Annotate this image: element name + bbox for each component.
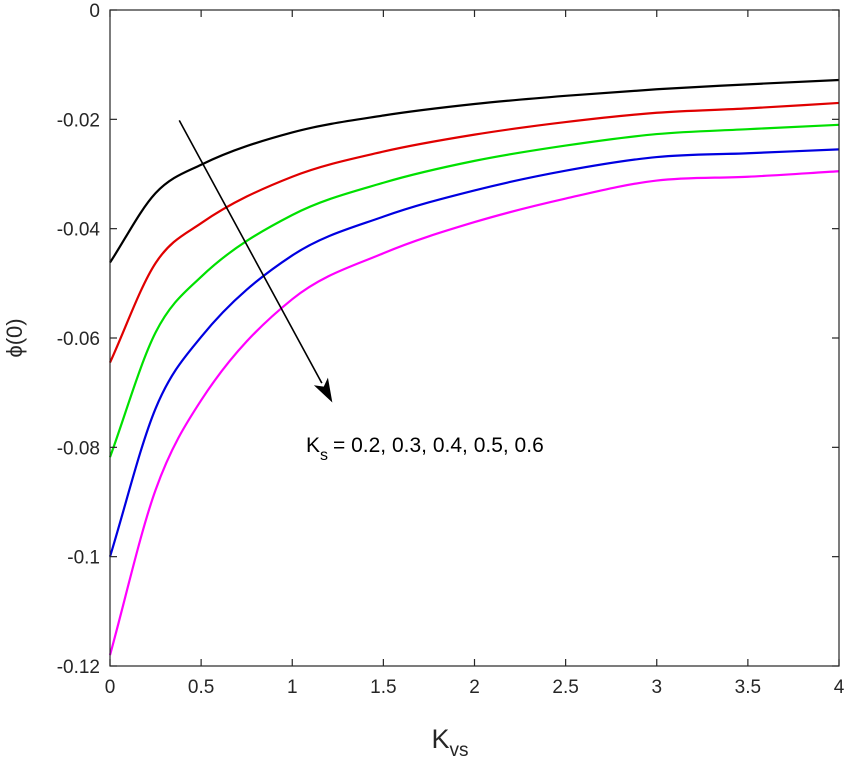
series-layer: [108, 78, 840, 656]
x-tick-label-5: 2.5: [552, 677, 578, 698]
x-tick-label-4: 2: [469, 677, 480, 698]
x-tick-label-7: 3.5: [735, 677, 761, 698]
y-tick-label-3: -0.06: [57, 329, 100, 350]
series-line-5: [108, 170, 840, 656]
annotation-values: = 0.2, 0.3, 0.4, 0.5, 0.6: [333, 434, 544, 457]
series-line-1: [109, 78, 840, 264]
plot-area: [110, 10, 839, 666]
annotation: Ks = 0.2, 0.3, 0.4, 0.5, 0.6: [178, 120, 544, 464]
series-line-4: [108, 148, 840, 557]
annotation-arrow: [178, 120, 323, 384]
y-tick-label-0: 0: [89, 1, 100, 22]
annotation-text: Ks = 0.2, 0.3, 0.4, 0.5, 0.6: [306, 434, 544, 464]
x-tick-label-8: 4: [834, 677, 845, 698]
x-axis-label-main: K: [431, 724, 449, 754]
y-tick-label-4: -0.08: [57, 438, 100, 459]
y-tick-label-5: -0.1: [67, 548, 100, 569]
y-tick-label-1: -0.02: [57, 110, 100, 131]
y-tick-label-2: -0.04: [57, 220, 101, 241]
x-tick-label-3: 1.5: [370, 677, 396, 698]
x-tick-label-1: 0.5: [188, 677, 214, 698]
annotation-arrow-head: [313, 377, 333, 403]
y-axis-label: ϕ(0): [2, 318, 27, 357]
x-tick-label-0: 0: [105, 677, 116, 698]
x-tick-label-6: 3: [651, 677, 662, 698]
y-tick-label-6: -0.12: [57, 657, 100, 678]
annotation-k-subscript: s: [320, 447, 328, 464]
series-line-2: [108, 101, 840, 364]
annotation-k-label: K: [306, 434, 320, 457]
x-axis-label: Kvs: [431, 724, 468, 761]
x-axis-label-subscript: vs: [450, 740, 469, 761]
x-tick-label-2: 1: [287, 677, 298, 698]
plot-frame: [109, 9, 840, 667]
tick-layer: 0 0.5 1 1.5 2 2.5 3 3.5 4 0 -0.02 -0.04 -0.06 -0.08 -0…: [57, 1, 845, 698]
series-line-3: [108, 123, 840, 458]
